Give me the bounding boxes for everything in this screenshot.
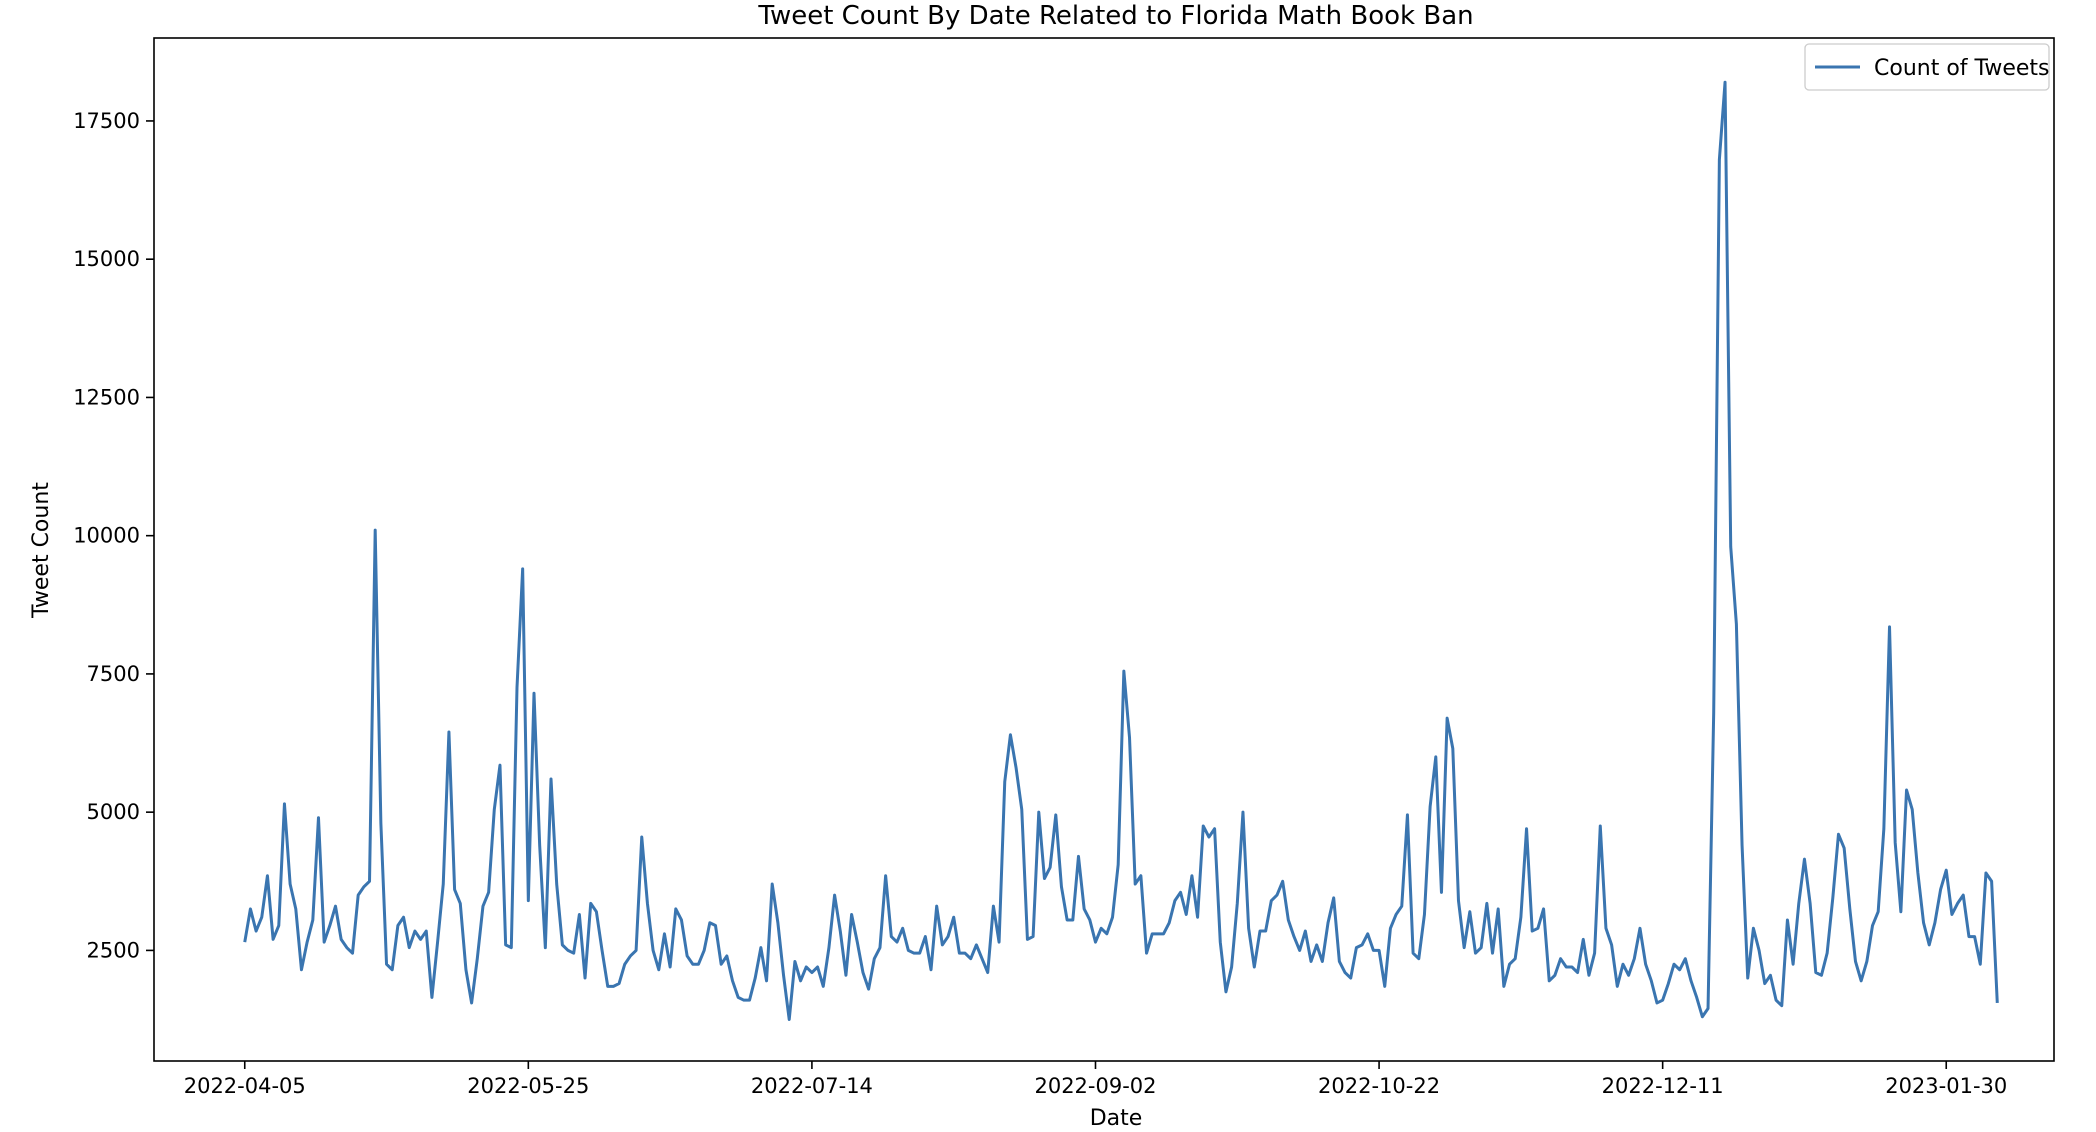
y-tick-label: 7500 (87, 662, 140, 686)
y-axis-label: Tweet Count (29, 482, 54, 619)
legend: Count of Tweets (1804, 43, 2050, 91)
y-tick-label: 12500 (73, 385, 140, 409)
x-tick-label: 2022-10-22 (1318, 1074, 1440, 1098)
x-tick-label: 2022-05-25 (467, 1074, 589, 1098)
legend-box (1804, 43, 2050, 91)
chart-title: Tweet Count By Date Related to Florida M… (757, 1, 1473, 31)
x-tick-label: 2022-07-14 (751, 1074, 873, 1098)
y-tick-label: 15000 (73, 247, 140, 271)
y-tick-label: 2500 (87, 938, 140, 962)
x-tick-label: 2023-01-30 (1885, 1074, 2007, 1098)
plot-area-frame (153, 37, 2055, 1062)
x-tick-label: 2022-12-11 (1602, 1074, 1724, 1098)
y-tick-label: 17500 (73, 109, 140, 133)
x-axis-label: Date (1090, 1106, 1143, 1128)
x-tick-label: 2022-09-02 (1034, 1074, 1156, 1098)
x-axis: 2022-04-05 2022-05-25 2022-07-14 2022-09-02… (184, 1061, 2007, 1098)
y-axis: 2500 5000 7500 10000 12500 15000 17500 (73, 109, 154, 962)
legend-label: Count of Tweets (1874, 56, 2049, 81)
x-tick-label: 2022-04-05 (184, 1074, 306, 1098)
y-tick-label: 10000 (73, 524, 140, 548)
series-line-count-of-tweets (243, 80, 1999, 1022)
y-tick-label: 5000 (87, 800, 140, 824)
